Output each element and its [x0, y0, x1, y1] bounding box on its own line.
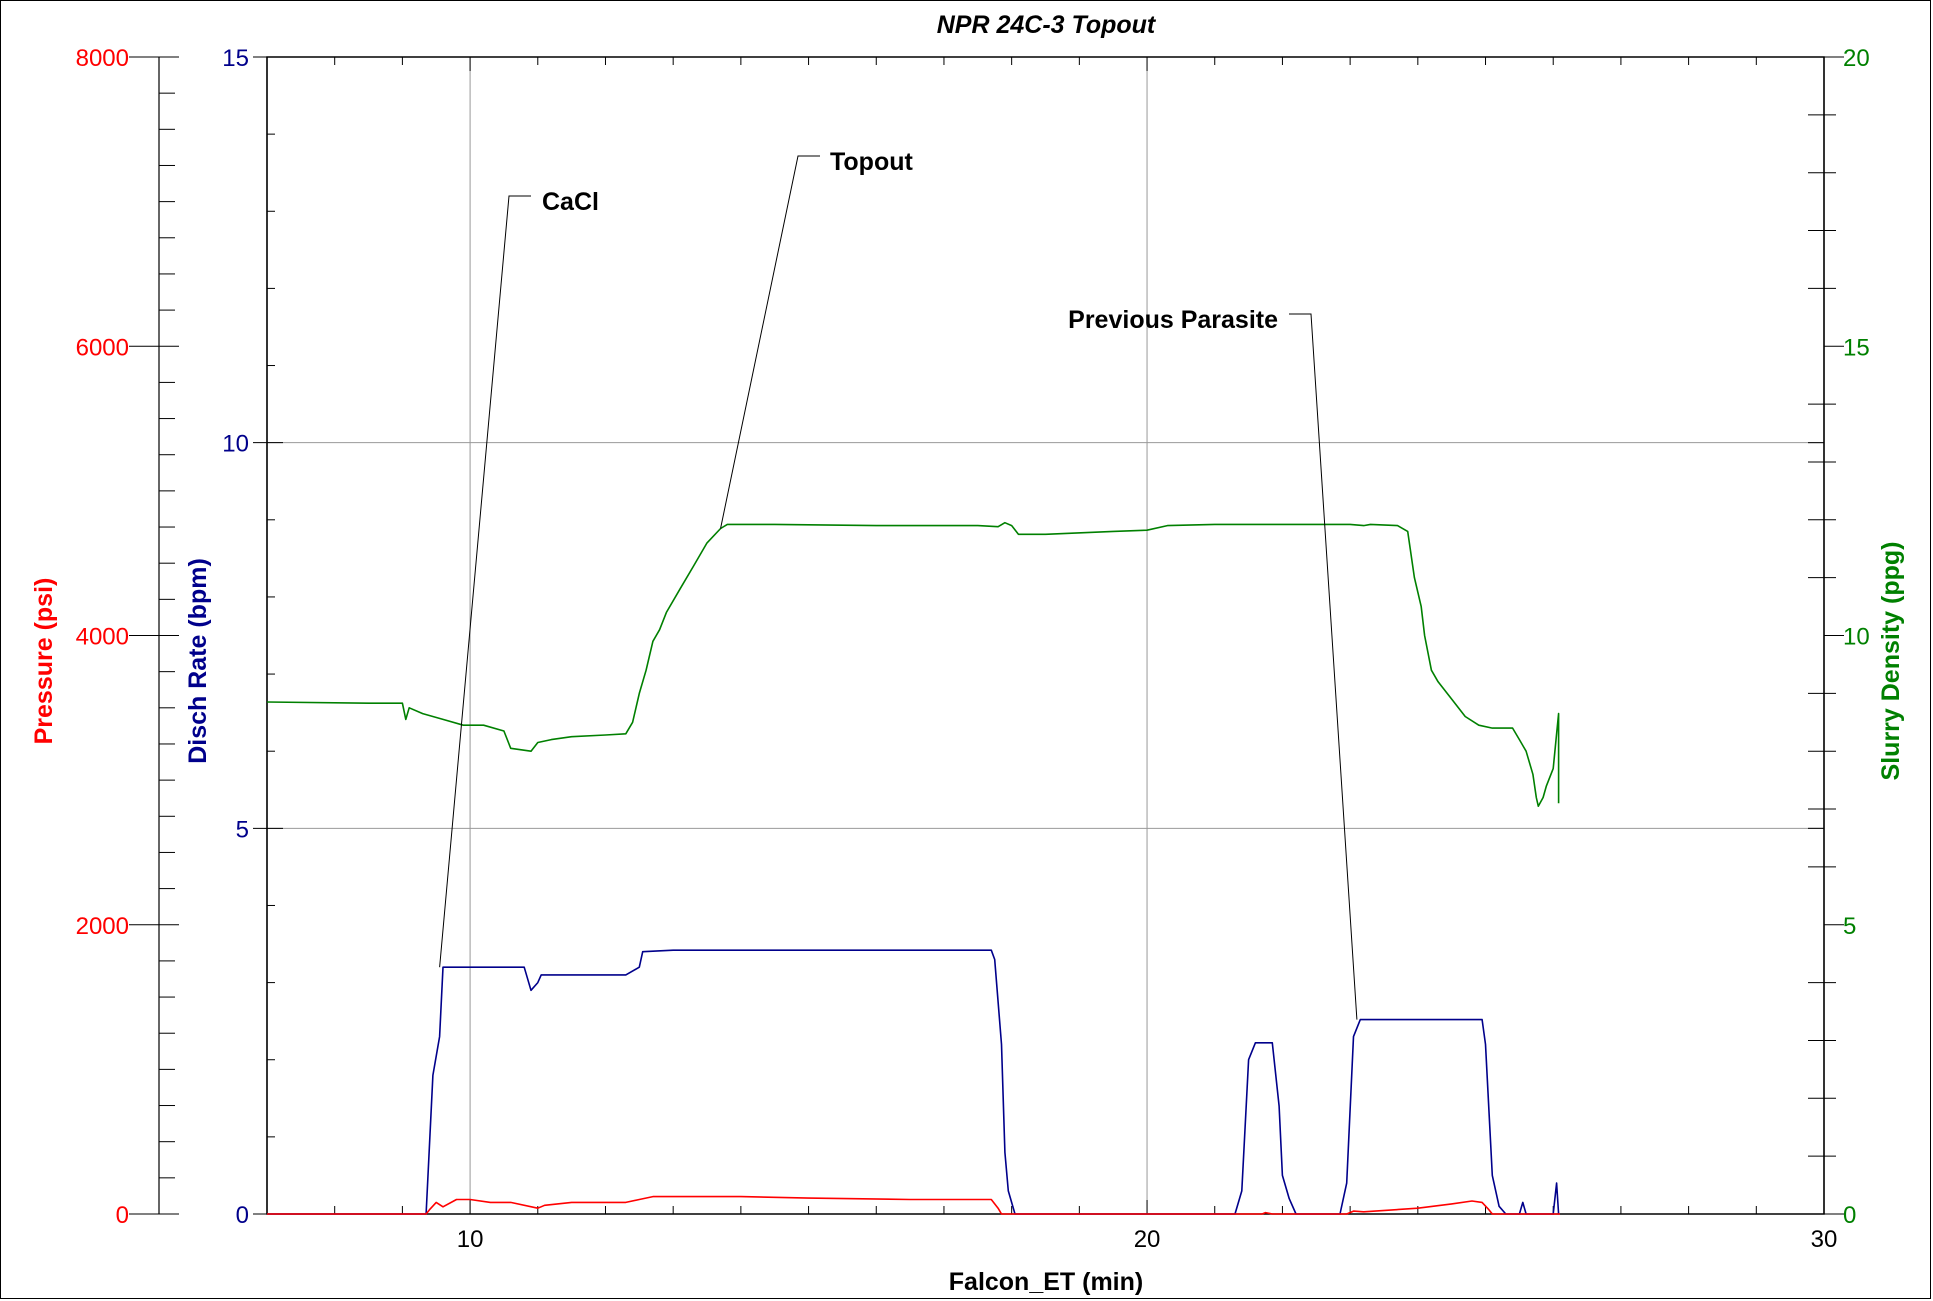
x-axis-label: Falcon_ET (min) — [949, 1268, 1143, 1296]
annotations: CaCl Topout Previous Parasite — [439, 148, 1358, 1020]
rate-tick-label: 5 — [236, 816, 249, 843]
pressure-tick-label: 0 — [116, 1202, 129, 1229]
rate-series-line — [267, 949, 1560, 1215]
pressure-tick-label: 8000 — [76, 45, 129, 72]
density-tick-label: 15 — [1843, 334, 1870, 361]
pressure-tick-label: 4000 — [76, 624, 129, 651]
rate-tick-label: 0 — [236, 1202, 249, 1229]
pressure-series-line — [267, 1195, 1560, 1215]
plot-area — [266, 56, 1825, 1215]
x-tick-label: 20 — [1134, 1226, 1161, 1253]
chart-title: NPR 24C-3 Topout — [937, 11, 1157, 39]
density-series-line — [266, 521, 1560, 807]
annotation-leader-line — [1289, 313, 1358, 1020]
series-group — [266, 521, 1560, 1215]
annotation-label: Topout — [830, 148, 913, 176]
pressure-axis-label: Pressure (psi) — [30, 578, 58, 745]
grid-lines — [267, 57, 1824, 1214]
density-tick-label: 10 — [1843, 624, 1870, 651]
pressure-tick-label: 2000 — [76, 913, 129, 940]
rate-tick-label: 15 — [222, 45, 249, 72]
annotation-label: CaCl — [542, 188, 599, 216]
density-tick-label: 5 — [1843, 913, 1856, 940]
annotation-leader-line — [439, 195, 531, 968]
annotation-leader-line — [720, 155, 820, 529]
pressure-tick-label: 6000 — [76, 334, 129, 361]
x-tick-label: 30 — [1811, 1226, 1838, 1253]
rate-tick-label: 10 — [222, 431, 249, 458]
x-tick-label: 10 — [457, 1226, 484, 1253]
density-tick-label: 20 — [1843, 45, 1870, 72]
density-axis-label: Slurry Density (ppg) — [1877, 542, 1905, 781]
rate-axis-label: Disch Rate (bpm) — [184, 558, 212, 764]
annotation-label: Previous Parasite — [1068, 306, 1278, 334]
density-tick-label: 0 — [1843, 1202, 1856, 1229]
